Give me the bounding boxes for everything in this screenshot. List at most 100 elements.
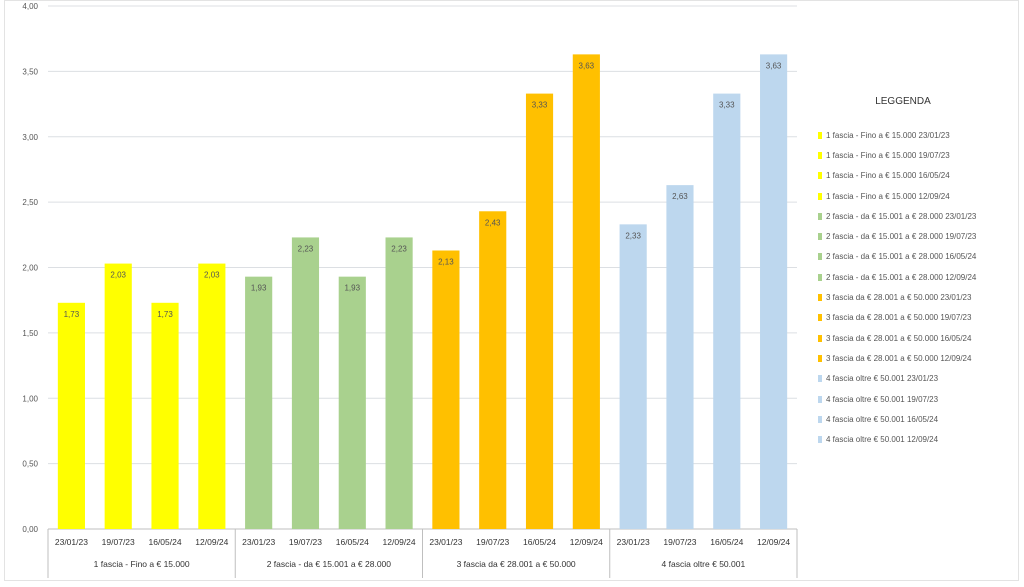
bar [198,263,226,529]
legend-label: 3 fascia da € 28.001 a € 50.000 12/09/24 [826,353,972,363]
data-label: 2,43 [485,218,501,227]
legend-label: 4 fascia oltre € 50.001 12/09/24 [826,435,939,445]
legend-entry: 4 fascia oltre € 50.001 12/09/24 [818,429,1018,449]
y-tick-label: 0,50 [22,460,38,469]
bar [245,276,273,529]
legend-entry: 3 fascia da € 28.001 a € 50.000 12/09/24 [818,348,1018,368]
legend-label: 3 fascia da € 28.001 a € 50.000 19/07/23 [826,313,972,323]
legend-swatch [818,334,822,342]
legend-swatch [818,314,822,322]
legend-entry: 1 fascia - Fino a € 15.000 23/01/23 [818,125,1018,145]
group-label: 3 fascia da € 28.001 a € 50.000 [457,559,576,569]
data-label: 3,33 [532,101,548,110]
bar [291,237,320,530]
legend-label: 4 fascia oltre € 50.001 23/01/23 [826,374,939,384]
legend-swatch [818,375,822,383]
legend-label: 1 fascia - Fino a € 15.000 19/07/23 [826,150,950,160]
bar [619,224,647,530]
bar [760,54,788,529]
data-label: 2,13 [438,258,454,267]
legend-entry: 2 fascia - da € 15.001 a € 28.000 12/09/… [818,267,1018,287]
x-tick-label: 12/09/24 [757,537,790,547]
legend-entry: 1 fascia - Fino a € 15.000 12/09/24 [818,186,1018,206]
y-tick-label: 2,50 [22,198,38,207]
legend-label: 4 fascia oltre € 50.001 19/07/23 [826,394,939,404]
legend-entry: 1 fascia - Fino a € 15.000 19/07/23 [818,145,1018,165]
x-tick-label: 23/01/23 [242,537,275,547]
legend-swatch [818,253,822,261]
data-label: 2,33 [625,231,641,240]
x-tick-label: 19/07/23 [663,537,696,547]
legend-entry: 1 fascia - Fino a € 15.000 16/05/24 [818,166,1018,186]
data-label: 1,93 [344,284,360,293]
bar [338,276,366,529]
chart-frame [4,0,1019,581]
legend-label: 4 fascia oltre € 50.001 16/05/24 [826,414,939,424]
bar [57,302,85,529]
group-label: 4 fascia oltre € 50.001 [662,559,746,569]
bar [432,250,460,529]
x-tick-label: 12/09/24 [570,537,603,547]
legend-entry: 4 fascia oltre € 50.001 19/07/23 [818,389,1018,409]
data-label: 1,73 [157,310,173,319]
data-label: 2,63 [672,192,688,201]
data-label: 1,93 [251,284,267,293]
group-label: 1 fascia - Fino a € 15.000 [94,559,190,569]
bar [104,263,132,529]
x-tick-label: 12/09/24 [383,537,416,547]
legend-swatch [818,395,822,403]
y-tick-label: 1,50 [22,329,38,338]
legend-swatch [818,436,822,444]
data-label: 3,63 [766,61,782,70]
data-label: 1,73 [64,310,80,319]
legend-label: 2 fascia - da € 15.001 a € 28.000 12/09/… [826,272,977,282]
bar [525,93,554,529]
bar [385,237,413,530]
legend-label: 2 fascia - da € 15.001 a € 28.000 16/05/… [826,252,977,262]
y-tick-label: 1,00 [22,394,38,403]
legend-swatch [818,233,822,241]
bar [666,185,694,529]
legend-title: LEGGENDA [875,96,931,107]
legend-entry: 3 fascia da € 28.001 a € 50.000 19/07/23 [818,308,1018,328]
legend-label: 3 fascia da € 28.001 a € 50.000 16/05/24 [826,333,972,343]
bar [151,302,179,529]
data-label: 2,03 [204,271,220,280]
legend-swatch [818,212,822,220]
legend-entry: 2 fascia - da € 15.001 a € 28.000 16/05/… [818,247,1018,267]
legend-entry: 4 fascia oltre € 50.001 23/01/23 [818,369,1018,389]
x-tick-label: 16/05/24 [710,537,743,547]
y-tick-label: 4,00 [22,2,38,11]
data-label: 3,33 [719,101,735,110]
legend-label: 1 fascia - Fino a € 15.000 16/05/24 [826,171,950,181]
legend-entry: 4 fascia oltre € 50.001 16/05/24 [818,409,1018,429]
legend-label: 2 fascia - da € 15.001 a € 28.000 23/01/… [826,211,977,221]
y-tick-label: 3,50 [22,67,38,76]
legend-swatch [818,294,822,302]
legend-entry: 3 fascia da € 28.001 a € 50.000 23/01/23 [818,287,1018,307]
x-tick-label: 16/05/24 [336,537,369,547]
x-tick-label: 19/07/23 [476,537,509,547]
data-label: 2,03 [110,271,126,280]
legend-items: 1 fascia - Fino a € 15.000 23/01/23 1 fas… [818,125,1018,450]
legend-swatch [818,131,822,139]
x-tick-label: 16/05/24 [148,537,181,547]
x-tick-label: 23/01/23 [429,537,462,547]
legend-swatch [818,415,822,423]
legend: LEGGENDA 1 fascia - Fino a € 15.000 23/0… [818,96,1018,450]
legend-swatch [818,273,822,281]
data-label: 2,23 [298,244,314,253]
y-tick-label: 0,00 [22,525,38,534]
bar [479,211,507,529]
data-label: 3,63 [579,61,595,70]
x-tick-label: 16/05/24 [523,537,556,547]
legend-entry: 3 fascia da € 28.001 a € 50.000 16/05/24 [818,328,1018,348]
bar [572,54,600,529]
legend-label: 1 fascia - Fino a € 15.000 23/01/23 [826,130,950,140]
legend-swatch [818,354,822,362]
legend-swatch [818,151,822,159]
y-tick-label: 3,00 [22,133,38,142]
legend-swatch [818,172,822,180]
